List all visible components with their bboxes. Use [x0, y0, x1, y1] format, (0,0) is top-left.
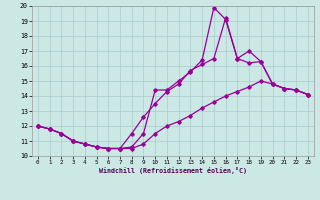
X-axis label: Windchill (Refroidissement éolien,°C): Windchill (Refroidissement éolien,°C) [99, 167, 247, 174]
